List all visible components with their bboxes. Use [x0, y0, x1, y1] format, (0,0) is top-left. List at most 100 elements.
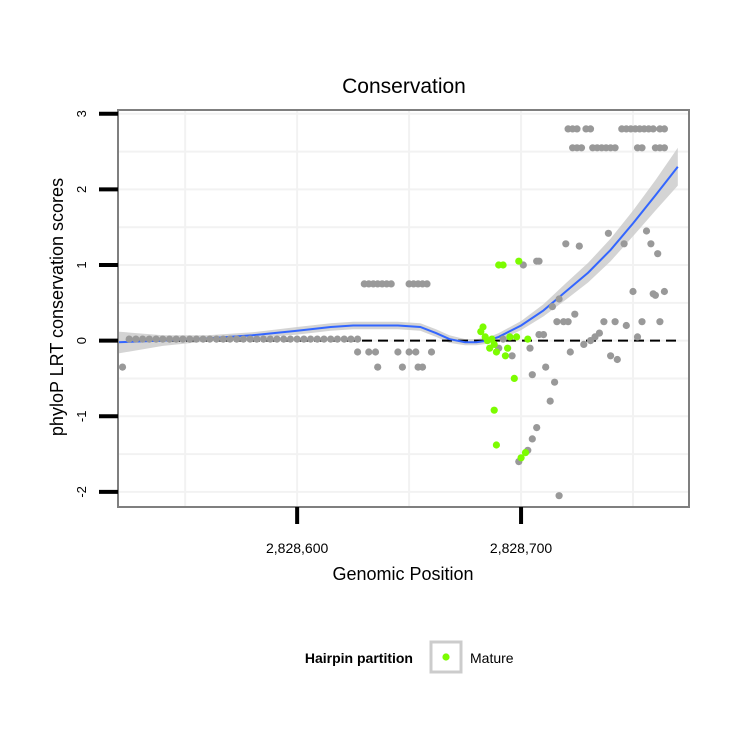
- y-tick-label: -2: [74, 486, 89, 498]
- data-point-other: [418, 363, 427, 371]
- y-tick-label: 3: [74, 110, 89, 117]
- data-point-other: [374, 363, 382, 371]
- data-point-other: [654, 250, 662, 258]
- y-tick-label: 2: [74, 186, 89, 193]
- data-point-other: [620, 240, 628, 248]
- data-point-other: [354, 335, 362, 343]
- grid-lines: [118, 110, 689, 507]
- data-point-other: [555, 295, 563, 303]
- data-point-other: [575, 242, 583, 250]
- data-point-other: [152, 335, 160, 343]
- data-point-other: [212, 335, 221, 343]
- data-point-other: [651, 291, 660, 299]
- x-axis-label: Genomic Position: [332, 564, 473, 584]
- data-point-other: [499, 335, 507, 343]
- y-axis-label: phyloP LRT conservation scores: [47, 178, 67, 436]
- data-points: [118, 125, 669, 500]
- chart-title: Conservation: [342, 75, 466, 98]
- data-point-other: [562, 240, 570, 248]
- data-point-other: [132, 335, 140, 343]
- data-point-other: [542, 363, 550, 371]
- data-point-other: [246, 335, 254, 343]
- data-point-mature: [492, 441, 500, 449]
- data-point-other: [159, 335, 167, 343]
- data-point-other: [219, 335, 227, 343]
- data-point-mature: [499, 261, 507, 269]
- data-point-other: [165, 335, 174, 343]
- panel-border: [117, 109, 690, 508]
- data-point-other: [340, 335, 348, 343]
- data-point-other: [526, 344, 534, 352]
- y-axis: -2 -1 0 1 2 3: [74, 110, 118, 498]
- data-point-other: [573, 125, 581, 133]
- data-point-other: [226, 335, 234, 343]
- data-point-mature: [524, 335, 532, 343]
- data-point-mature: [479, 323, 487, 331]
- data-point-other: [533, 424, 541, 432]
- data-point-other: [660, 125, 669, 133]
- data-point-other: [577, 144, 586, 152]
- data-point-other: [259, 335, 268, 343]
- data-point-other: [354, 348, 362, 356]
- data-point-other: [551, 378, 559, 386]
- smooth-line-layer: [117, 166, 679, 344]
- data-point-other: [300, 335, 308, 343]
- y-tick-label: 1: [74, 261, 89, 268]
- data-point-other: [638, 318, 646, 326]
- data-point-other: [118, 363, 127, 371]
- data-point-other: [273, 335, 281, 343]
- data-point-other: [427, 348, 436, 356]
- data-point-other: [633, 333, 642, 341]
- data-point-other: [535, 257, 543, 265]
- data-point-other: [553, 318, 561, 326]
- data-point-other: [607, 352, 615, 360]
- x-tick-label: 2,828,600: [266, 540, 328, 556]
- data-point-other: [600, 318, 608, 326]
- data-point-other: [642, 227, 651, 235]
- data-point-mature: [492, 348, 500, 356]
- data-point-other: [611, 144, 619, 152]
- data-point-other: [580, 340, 588, 348]
- data-point-other: [365, 348, 373, 356]
- data-point-mature: [506, 333, 514, 341]
- data-point-other: [186, 335, 194, 343]
- data-point-other: [286, 335, 294, 343]
- data-point-other: [604, 229, 613, 237]
- legend-entry-mature: Mature: [470, 650, 514, 666]
- data-point-other: [656, 318, 664, 326]
- smooth-fit-line: [117, 166, 679, 344]
- data-point-mature: [501, 352, 509, 360]
- data-point-other: [649, 125, 657, 133]
- data-point-other: [333, 335, 341, 343]
- data-point-other: [564, 318, 572, 326]
- data-point-other: [622, 321, 630, 330]
- data-point-other: [586, 125, 595, 133]
- data-point-other: [387, 280, 395, 288]
- data-point-other: [206, 335, 214, 343]
- data-point-mature: [521, 449, 530, 457]
- data-point-other: [293, 335, 301, 343]
- data-point-other: [629, 287, 637, 296]
- legend: Hairpin partition Mature: [305, 640, 514, 674]
- data-point-other: [313, 335, 321, 343]
- data-point-mature: [504, 344, 512, 352]
- data-point-mature: [490, 340, 498, 348]
- data-point-other: [647, 240, 655, 248]
- data-point-other: [139, 335, 147, 343]
- data-point-other: [199, 335, 207, 343]
- legend-title: Hairpin partition: [305, 650, 413, 666]
- data-point-other: [394, 348, 402, 356]
- data-point-other: [347, 335, 355, 343]
- data-point-other: [638, 144, 646, 152]
- data-point-other: [508, 352, 516, 360]
- data-point-mature: [513, 333, 521, 341]
- data-point-other: [539, 331, 548, 339]
- x-axis: 2,828,600 2,828,700: [266, 507, 552, 556]
- data-point-other: [405, 348, 413, 356]
- data-point-other: [179, 335, 187, 343]
- data-point-other: [528, 435, 536, 443]
- y-tick-label: -1: [74, 411, 89, 423]
- data-point-other: [412, 348, 420, 356]
- data-point-other: [266, 335, 274, 343]
- data-point-other: [660, 144, 669, 152]
